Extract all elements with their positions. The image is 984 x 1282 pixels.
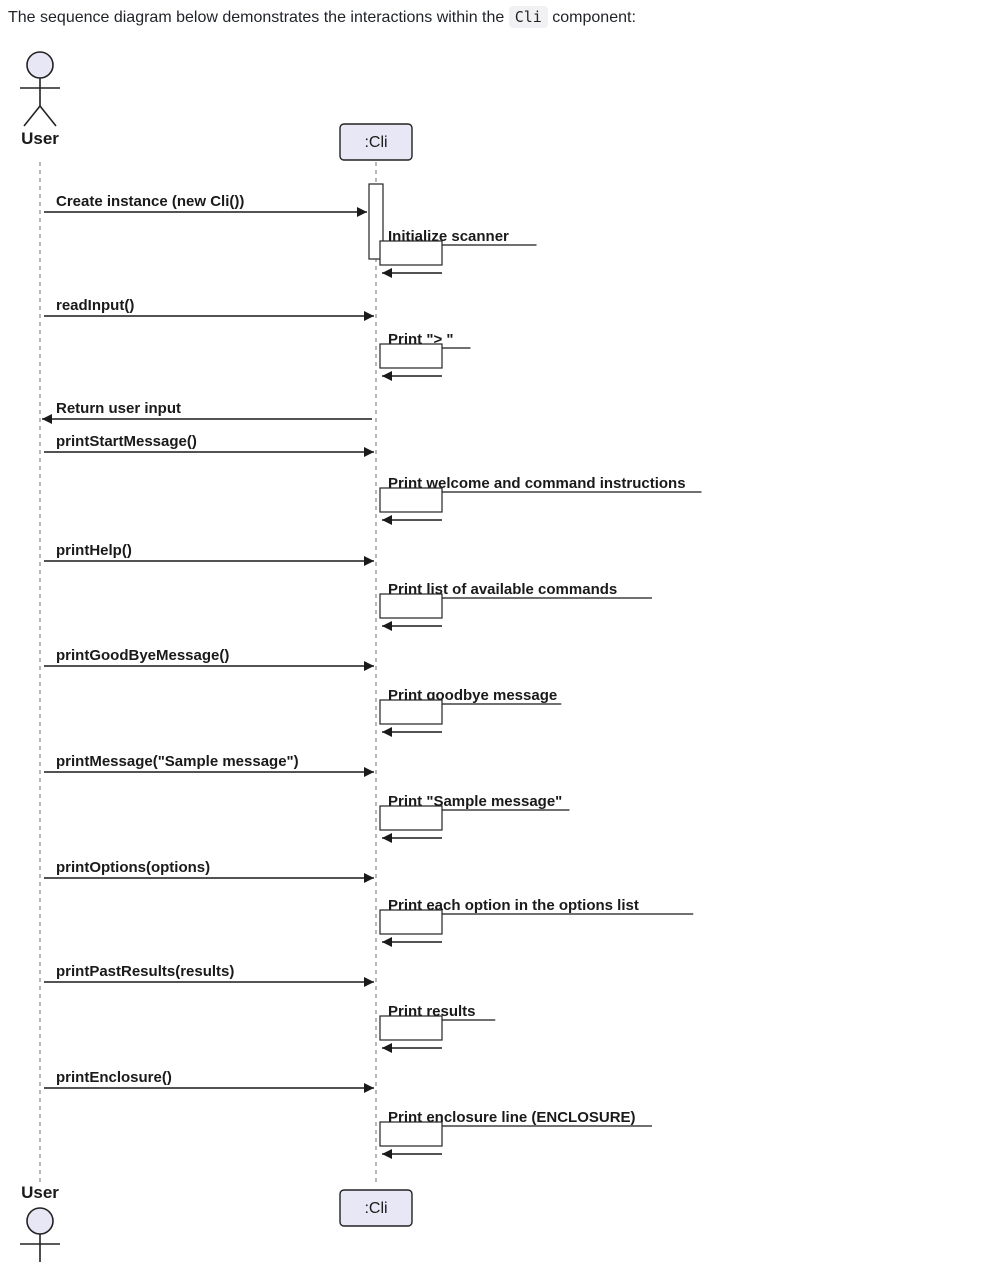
msg-label-4: Return user input [56, 400, 181, 417]
msg-label-13: printOptions(options) [56, 859, 210, 876]
actor-cli-bottom: :Cli [340, 1190, 412, 1226]
msg-label-5: printStartMessage() [56, 433, 197, 450]
svg-text::Cli: :Cli [364, 1200, 387, 1217]
intro-suffix: component: [552, 9, 636, 26]
self-msg-box-6 [380, 488, 442, 512]
svg-text:User: User [21, 1183, 59, 1202]
intro-prefix: The sequence diagram below demonstrates … [8, 9, 509, 26]
msg-label-15: printPastResults(results) [56, 963, 234, 980]
msg-label-2: readInput() [56, 297, 134, 314]
self-msg-box-14 [380, 910, 442, 934]
actor-cli-top: :Cli [340, 124, 412, 160]
actor-user-bottom: User [20, 1183, 60, 1262]
self-msg-box-16 [380, 1016, 442, 1040]
sequence-diagram: User:CliCreate instance (new Cli())Initi… [0, 44, 984, 1278]
self-msg-box-18 [380, 1122, 442, 1146]
intro-paragraph: The sequence diagram below demonstrates … [0, 0, 984, 44]
msg-label-17: printEnclosure() [56, 1069, 172, 1086]
self-msg-box-12 [380, 806, 442, 830]
msg-label-11: printMessage("Sample message") [56, 753, 299, 770]
self-msg-box-8 [380, 594, 442, 618]
msg-label-0: Create instance (new Cli()) [56, 193, 244, 210]
msg-label-7: printHelp() [56, 542, 132, 559]
self-msg-box-1 [380, 241, 442, 265]
actor-user-top: User [20, 52, 60, 148]
msg-label-9: printGoodByeMessage() [56, 647, 229, 664]
svg-text::Cli: :Cli [364, 134, 387, 151]
self-msg-box-10 [380, 700, 442, 724]
intro-code: Cli [509, 6, 548, 28]
self-msg-box-3 [380, 344, 442, 368]
svg-text:User: User [21, 129, 59, 148]
